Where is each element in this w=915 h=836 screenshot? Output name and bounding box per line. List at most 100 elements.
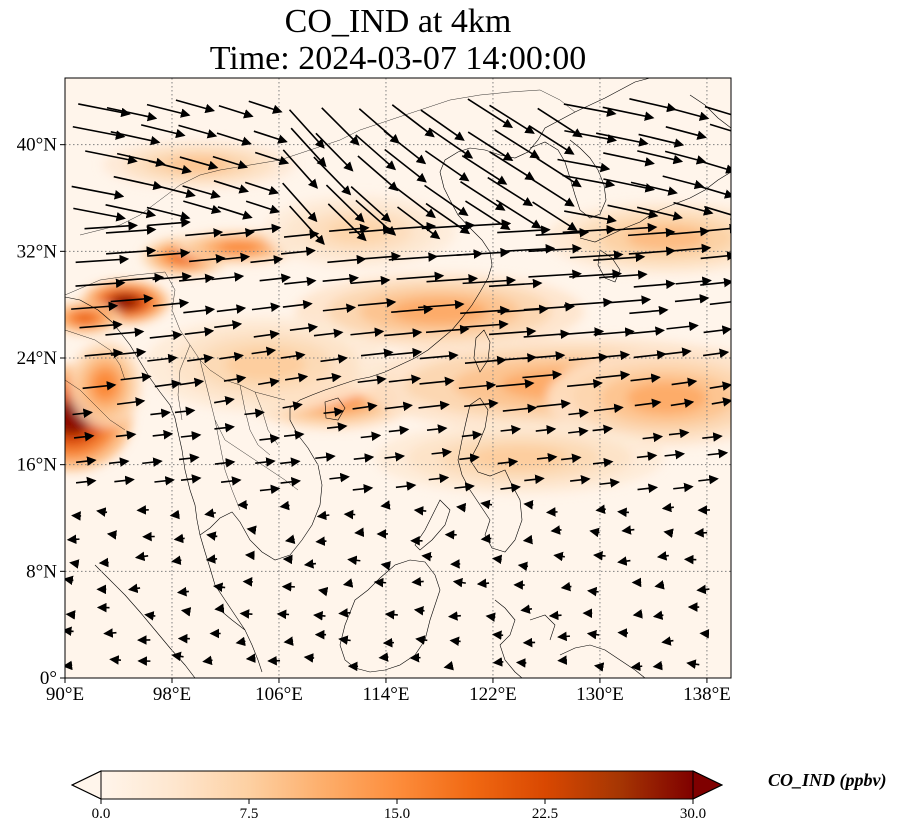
wind-arrow — [245, 653, 256, 663]
wind-arrow — [259, 484, 281, 495]
wind-arrow — [154, 379, 182, 390]
wind-arrow — [244, 181, 280, 195]
wind-arrow — [178, 124, 218, 139]
wind-arrow — [488, 326, 537, 337]
wind-arrow — [388, 374, 422, 385]
wind-arrow — [603, 178, 656, 193]
wind-arrow — [189, 254, 226, 264]
wind-arrow — [78, 103, 131, 118]
wind-arrow — [663, 528, 674, 538]
wind-arrow — [656, 551, 669, 561]
wind-arrow — [204, 508, 216, 518]
wind-arrow — [326, 422, 348, 432]
wind-arrow — [315, 452, 336, 462]
wind-arrow — [72, 125, 126, 140]
wind-arrow — [355, 134, 397, 171]
wind-arrow — [557, 631, 571, 642]
wind-arrow — [152, 298, 190, 309]
wind-arrow — [357, 375, 387, 385]
wind-arrow — [76, 456, 97, 466]
wind-arrow — [633, 279, 676, 290]
wind-arrow — [116, 397, 146, 407]
wind-arrow — [171, 555, 182, 566]
wind-arrow — [140, 124, 186, 139]
wind-arrow — [71, 185, 125, 200]
wind-arrow — [636, 206, 683, 221]
wind-arrow — [500, 425, 522, 435]
wind-arrow — [532, 201, 578, 231]
wind-arrow — [185, 228, 224, 238]
wind-arrow — [411, 576, 424, 587]
wind-arrow — [568, 408, 589, 419]
wind-arrow — [592, 350, 631, 361]
wind-arrow — [354, 527, 365, 538]
wind-arrow — [431, 447, 453, 458]
wind-arrow — [152, 272, 192, 282]
wind-arrow — [567, 379, 603, 389]
wind-arrow — [279, 500, 290, 511]
wind-arrow — [350, 327, 385, 338]
wind-arrow — [461, 319, 509, 330]
concentration-hotspot — [93, 370, 118, 400]
wind-arrow — [461, 430, 483, 441]
wind-arrow — [698, 474, 719, 485]
wind-arrow — [388, 425, 410, 436]
wind-arrow — [142, 457, 163, 467]
colorbar-max-extend — [692, 770, 724, 800]
wind-arrow — [557, 655, 568, 665]
wind-arrow — [420, 109, 465, 141]
wind-arrow — [214, 422, 235, 433]
wind-arrow — [383, 130, 427, 165]
wind-arrow — [214, 603, 225, 614]
wind-arrow — [357, 155, 399, 192]
wind-arrow — [557, 158, 611, 173]
x-tick-label: 114°E — [362, 684, 409, 705]
wind-arrow — [212, 155, 249, 170]
wind-arrow — [638, 133, 685, 148]
wind-arrow — [460, 181, 506, 211]
wind-arrow — [464, 399, 499, 409]
wind-arrow — [548, 610, 562, 621]
wind-arrow — [219, 351, 244, 362]
wind-arrow — [568, 426, 589, 437]
wind-arrow — [418, 299, 465, 310]
wind-arrow — [621, 525, 635, 535]
wind-arrow — [108, 457, 130, 467]
wind-arrow — [419, 376, 455, 387]
wind-arrow — [386, 221, 437, 232]
wind-arrow — [480, 499, 493, 510]
wind-arrow — [103, 628, 117, 638]
wind-arrow — [183, 305, 216, 315]
wind-arrow — [147, 248, 191, 259]
wind-arrow — [246, 525, 257, 535]
wind-arrow — [561, 453, 582, 464]
wind-arrow — [105, 327, 145, 338]
concentration-hotspot — [626, 226, 707, 250]
wind-arrow — [673, 201, 714, 216]
wind-arrow — [593, 327, 635, 337]
wind-arrow — [428, 473, 450, 484]
wind-arrow — [545, 507, 558, 517]
wind-arrow — [424, 150, 470, 182]
wind-arrow — [214, 458, 236, 468]
wind-arrow — [106, 106, 158, 122]
wind-arrow — [105, 204, 157, 219]
y-tick-label: 24°N — [17, 348, 58, 369]
wind-arrow — [322, 273, 359, 284]
wind-arrow — [212, 582, 226, 593]
wind-arrow — [492, 657, 504, 667]
wind-arrow — [180, 474, 202, 484]
wind-arrow — [587, 586, 599, 597]
map-axis-ticks: 90°E 98°E 106°E 114°E 122°E 130°E 138°E 0° 8°N 16… — [17, 135, 731, 705]
wind-arrow — [502, 403, 538, 414]
wind-arrow — [284, 534, 296, 544]
wind-arrow — [317, 586, 329, 597]
wind-arrow — [449, 636, 461, 647]
wind-arrow — [570, 475, 591, 485]
wind-arrow — [421, 551, 433, 562]
wind-arrow — [322, 303, 357, 314]
wind-arrow — [413, 605, 425, 616]
wind-arrow — [329, 223, 370, 234]
wind-arrow — [179, 156, 219, 170]
wind-arrow — [524, 474, 545, 485]
